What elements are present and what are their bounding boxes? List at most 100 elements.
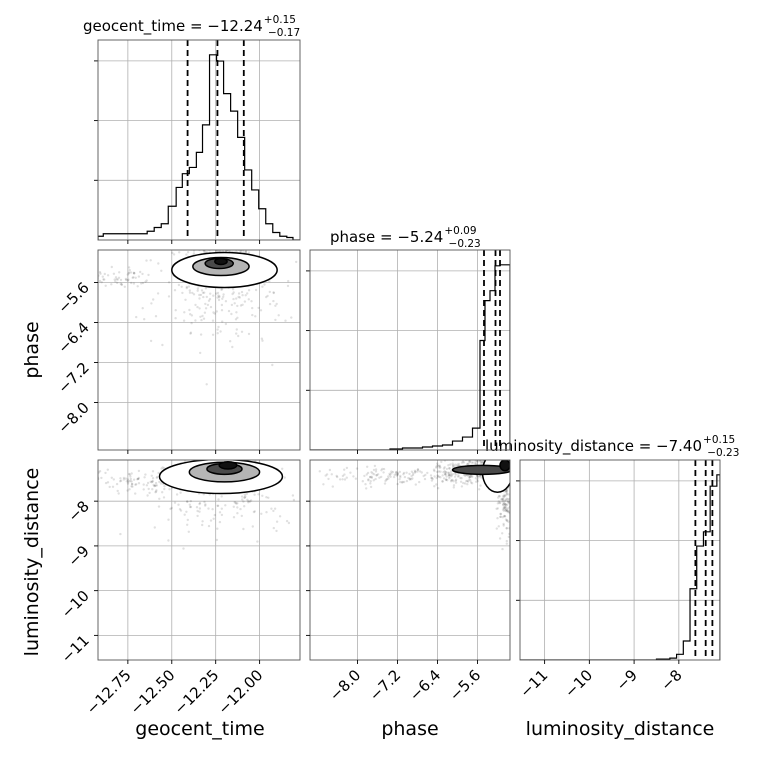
density-contours	[158, 460, 284, 495]
sample-point	[503, 495, 506, 498]
sample-point	[98, 470, 102, 473]
sample-point	[106, 274, 110, 277]
sample-point	[139, 270, 142, 274]
sample-point	[501, 547, 504, 551]
sample-point	[104, 284, 107, 287]
sample-point	[119, 480, 122, 483]
sample-point	[274, 304, 277, 307]
sample-point	[247, 501, 250, 504]
sample-point	[470, 474, 473, 477]
sample-point	[505, 519, 509, 523]
sample-point	[444, 473, 447, 476]
sample-point	[341, 474, 345, 478]
sample-point	[126, 489, 129, 492]
sample-point	[116, 281, 119, 285]
sample-point	[185, 510, 188, 513]
sample-point	[433, 469, 436, 473]
sample-point	[468, 476, 471, 479]
sample-point	[157, 505, 161, 508]
sample-point	[508, 501, 510, 504]
sample-point	[179, 491, 182, 494]
sample-point	[204, 302, 207, 306]
sample-point	[173, 289, 177, 292]
sample-point	[126, 478, 129, 481]
sample-point	[502, 506, 505, 509]
sample-point	[106, 481, 110, 484]
sample-point	[154, 315, 158, 318]
sample-point	[525, 461, 527, 463]
sample-point	[388, 473, 392, 477]
sample-point	[186, 251, 190, 254]
sample-point	[512, 480, 514, 482]
sample-point	[261, 339, 264, 342]
sample-point	[466, 480, 470, 483]
sample-point	[157, 262, 160, 265]
sample-point	[191, 291, 194, 295]
sample-point	[395, 470, 398, 474]
sample-point	[254, 242, 256, 244]
sample-point	[127, 271, 131, 274]
sample-point	[500, 497, 504, 501]
sample-point	[426, 471, 429, 475]
sample-point	[143, 318, 146, 321]
sample-point	[234, 501, 237, 504]
sample-point	[374, 470, 378, 473]
sample-point	[149, 480, 152, 483]
sample-point	[228, 250, 231, 252]
sample-point	[420, 471, 423, 474]
title-phase: phase = −5.24+0.09 −0.23	[330, 225, 481, 250]
sample-point	[196, 514, 199, 518]
sample-point	[448, 467, 451, 470]
sample-point	[126, 482, 130, 485]
sample-point	[200, 289, 204, 292]
sample-point	[463, 482, 467, 485]
sample-point	[185, 253, 188, 256]
sample-point	[330, 473, 333, 476]
sample-point	[216, 296, 219, 299]
sample-point	[106, 468, 110, 471]
sample-point	[447, 464, 450, 467]
sample-point	[447, 471, 450, 474]
sample-point	[380, 469, 383, 472]
sample-point	[140, 282, 143, 285]
sample-point	[478, 488, 481, 491]
sample-point	[150, 474, 153, 477]
sample-point	[271, 363, 274, 367]
sample-point	[195, 506, 199, 509]
sample-point	[506, 499, 509, 502]
sample-point	[100, 476, 103, 480]
sample-point	[451, 462, 454, 465]
sample-point	[326, 301, 328, 303]
sample-point	[126, 273, 129, 276]
sample-point	[178, 251, 181, 254]
sample-point	[241, 294, 244, 297]
sample-point	[505, 542, 508, 545]
sample-point	[216, 291, 220, 295]
sample-point	[99, 272, 102, 275]
sample-point	[135, 315, 138, 319]
sample-point	[151, 470, 155, 473]
sample-point	[475, 480, 478, 483]
sample-point	[67, 486, 69, 488]
sample-point	[510, 493, 512, 495]
sample-point	[156, 475, 159, 479]
sample-point	[435, 466, 438, 469]
sample-point	[466, 474, 469, 477]
sample-point	[369, 480, 372, 483]
axes-frame	[309, 249, 511, 451]
sample-point	[515, 473, 517, 475]
sample-point	[211, 319, 215, 322]
sample-point	[158, 497, 161, 500]
sample-point	[213, 513, 216, 517]
sample-point	[246, 498, 249, 501]
sample-point	[152, 483, 155, 487]
sample-point	[127, 272, 130, 275]
sample-point	[471, 457, 473, 459]
sample-point	[374, 477, 377, 481]
sample-point	[216, 527, 219, 530]
sample-point	[249, 499, 253, 502]
sample-point	[268, 290, 271, 294]
sample-point	[503, 506, 507, 509]
contour-level	[499, 460, 510, 472]
sample-point	[516, 467, 518, 469]
